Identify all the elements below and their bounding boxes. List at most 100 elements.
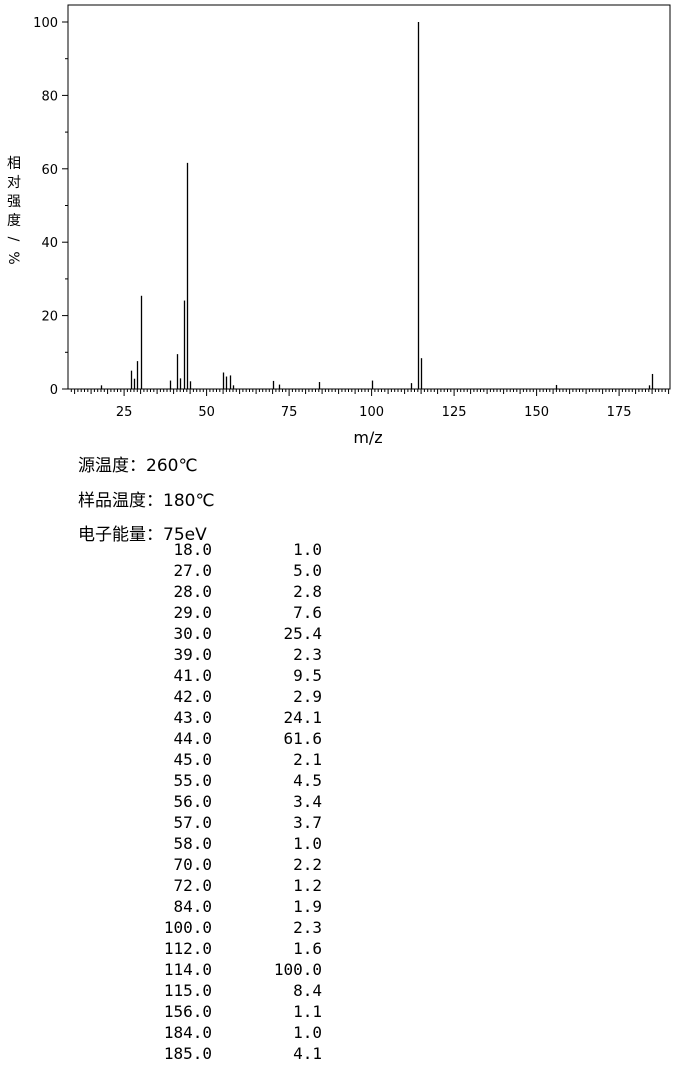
table-cell-intensity: 1.0: [293, 834, 322, 853]
table-cell-intensity: 100.0: [273, 960, 322, 979]
table-cell-mz: 44.0: [173, 729, 212, 748]
table-cell-intensity: 1.9: [293, 897, 322, 916]
y-tick-label: 100: [33, 16, 58, 31]
table-cell-mz: 29.0: [173, 603, 212, 622]
x-tick-label: 25: [116, 405, 133, 420]
peak-bars: [100, 22, 654, 389]
table-row: 39.0 2.3: [0, 645, 340, 666]
table-row: 55.0 4.5: [0, 771, 340, 792]
x-axis-label: m/z: [353, 428, 382, 447]
table-cell-mz: 156.0: [163, 1002, 212, 1021]
table-row: 156.0 1.1: [0, 1002, 340, 1023]
x-tick-label: 175: [607, 405, 632, 420]
table-cell-intensity: 1.0: [293, 540, 322, 559]
table-cell-intensity: 2.3: [293, 645, 322, 664]
table-cell-intensity: 1.0: [293, 1023, 322, 1042]
table-cell-mz: 70.0: [173, 855, 212, 874]
table-cell-intensity: 3.4: [293, 792, 322, 811]
table-cell-mz: 58.0: [173, 834, 212, 853]
table-cell-intensity: 8.4: [293, 981, 322, 1000]
y-axis-label-char: 强: [7, 194, 21, 210]
table-cell-mz: 72.0: [173, 876, 212, 895]
table-row: 27.0 5.0: [0, 561, 340, 582]
table-cell-mz: 115.0: [163, 981, 212, 1000]
table-cell-intensity: 1.6: [293, 939, 322, 958]
source-temperature: 源温度：260℃: [78, 456, 198, 476]
table-row: 58.0 1.0: [0, 834, 340, 855]
table-cell-intensity: 5.0: [293, 561, 322, 580]
y-tick-label: 20: [41, 310, 58, 325]
y-axis-label-char: 对: [7, 175, 21, 191]
table-row: 41.0 9.5: [0, 666, 340, 687]
table-cell-mz: 30.0: [173, 624, 212, 643]
table-row: 44.0 61.6: [0, 729, 340, 750]
table-cell-mz: 42.0: [173, 687, 212, 706]
table-cell-intensity: 61.6: [283, 729, 322, 748]
table-cell-mz: 112.0: [163, 939, 212, 958]
table-cell-intensity: 7.6: [293, 603, 322, 622]
table-cell-mz: 45.0: [173, 750, 212, 769]
table-cell-intensity: 2.2: [293, 855, 322, 874]
table-cell-intensity: 24.1: [283, 708, 322, 727]
x-axis-ticks: 25 50 75 100 125 150 175: [70, 389, 670, 420]
table-row: 18.0 1.0: [0, 540, 340, 561]
table-row: 72.0 1.2: [0, 876, 340, 897]
table-row: 185.0 4.1: [0, 1044, 340, 1065]
x-tick-label: 100: [359, 405, 384, 420]
y-tick-label: 0: [50, 383, 58, 398]
x-tick-label: 75: [281, 405, 298, 420]
table-cell-mz: 28.0: [173, 582, 212, 601]
table-cell-mz: 185.0: [163, 1044, 212, 1063]
y-axis-ticks: 0 20 40 60 80 100: [33, 16, 68, 398]
table-cell-intensity: 25.4: [283, 624, 322, 643]
table-cell-intensity: 4.1: [293, 1044, 322, 1063]
electron-energy: 电子能量：75eV: [78, 525, 207, 545]
table-cell-mz: 39.0: [173, 645, 212, 664]
y-axis-label-char: 相: [7, 156, 21, 172]
table-row: 56.0 3.4: [0, 792, 340, 813]
table-cell-mz: 100.0: [163, 918, 212, 937]
y-tick-label: 80: [41, 89, 58, 104]
y-axis-label-char: 度: [7, 213, 21, 229]
table-cell-intensity: 2.9: [293, 687, 322, 706]
table-cell-mz: 57.0: [173, 813, 212, 832]
table-cell-intensity: 2.3: [293, 918, 322, 937]
y-tick-label: 40: [41, 236, 58, 251]
table-cell-mz: 18.0: [173, 540, 212, 559]
table-cell-mz: 56.0: [173, 792, 212, 811]
y-axis-label-char: /: [5, 237, 21, 242]
table-cell-mz: 184.0: [163, 1023, 212, 1042]
table-cell-mz: 27.0: [173, 561, 212, 580]
x-tick-label: 150: [524, 405, 549, 420]
y-tick-label: 60: [41, 163, 58, 178]
table-cell-mz: 114.0: [163, 960, 212, 979]
table-cell-intensity: 1.2: [293, 876, 322, 895]
x-tick-label: 125: [442, 405, 467, 420]
table-cell-intensity: 1.1: [293, 1002, 322, 1021]
table-cell-intensity: 2.1: [293, 750, 322, 769]
table-row: 30.0 25.4: [0, 624, 340, 645]
table-row: 114.0 100.0: [0, 960, 340, 981]
table-row: 43.0 24.1: [0, 708, 340, 729]
table-row: 184.0 1.0: [0, 1023, 340, 1044]
table-row: 100.0 2.3: [0, 918, 340, 939]
plot-frame: [67, 4, 671, 390]
table-row: 57.0 3.7: [0, 813, 340, 834]
x-tick-label: 50: [198, 405, 215, 420]
table-cell-intensity: 3.7: [293, 813, 322, 832]
table-row: 28.0 2.8: [0, 582, 340, 603]
mass-spectrum-chart: 25 50 75 100 125 150 175 0 20 40 60 80 100 m/z 相对强度…: [5, 4, 671, 447]
table-row: 112.0 1.6: [0, 939, 340, 960]
table-cell-mz: 84.0: [173, 897, 212, 916]
table-row: 45.0 2.1: [0, 750, 340, 771]
table-cell-mz: 55.0: [173, 771, 212, 790]
table-row: 115.0 8.4: [0, 981, 340, 1002]
table-cell-intensity: 2.8: [293, 582, 322, 601]
y-axis-label-char: %: [5, 251, 21, 264]
table-row: 42.0 2.9: [0, 687, 340, 708]
table-row: 29.0 7.6: [0, 603, 340, 624]
table-cell-mz: 43.0: [173, 708, 212, 727]
table-cell-intensity: 4.5: [293, 771, 322, 790]
sample-temperature: 样品温度：180℃: [78, 491, 215, 511]
